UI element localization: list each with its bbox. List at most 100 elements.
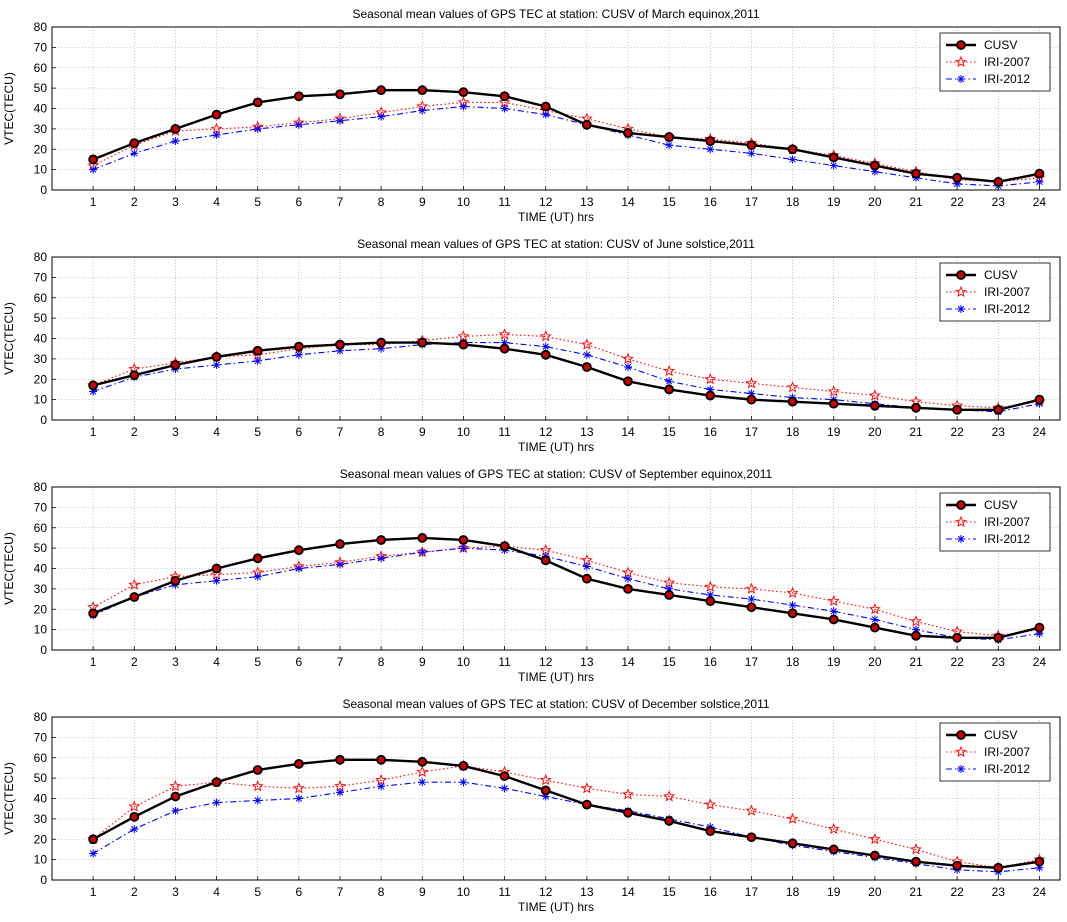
legend: CUSV IRI-2007 IRI-2012 bbox=[939, 32, 1051, 92]
data-point-cusv bbox=[869, 160, 880, 171]
x-tick-label: 18 bbox=[786, 885, 800, 899]
data-point-cusv bbox=[252, 553, 263, 564]
series-line-cusv bbox=[92, 536, 1040, 639]
y-axis-label: VTEC(TECU) bbox=[2, 532, 16, 605]
data-point-iri-2012 bbox=[706, 590, 715, 599]
x-tick-label: 22 bbox=[950, 195, 964, 209]
x-tick-label: 16 bbox=[704, 655, 718, 669]
x-tick-label: 8 bbox=[378, 425, 385, 439]
y-tick-label: 80 bbox=[34, 20, 48, 34]
x-tick-label: 7 bbox=[337, 655, 344, 669]
data-point-iri-2012 bbox=[212, 360, 221, 369]
y-tick-label: 0 bbox=[40, 643, 47, 657]
x-tick-label: 18 bbox=[786, 655, 800, 669]
data-point-iri-2012 bbox=[541, 110, 550, 119]
x-tick-label: 14 bbox=[621, 655, 635, 669]
legend-marker-iri-2007 bbox=[955, 55, 967, 68]
x-tick-label: 10 bbox=[457, 195, 471, 209]
y-axis-label: VTEC(TECU) bbox=[2, 72, 16, 145]
data-point-iri-2012 bbox=[294, 564, 303, 573]
data-point-iri-2007 bbox=[704, 798, 717, 810]
data-point-iri-2012 bbox=[377, 112, 386, 121]
data-point-cusv bbox=[911, 402, 921, 413]
data-point-cusv bbox=[993, 176, 1004, 187]
data-point-cusv bbox=[952, 172, 963, 183]
data-point-cusv bbox=[581, 799, 592, 810]
data-point-iri-2012 bbox=[89, 165, 98, 174]
data-point-iri-2007 bbox=[622, 352, 634, 364]
x-tick-label: 1 bbox=[90, 195, 97, 209]
data-point-iri-2012 bbox=[294, 120, 303, 129]
x-tick-label: 12 bbox=[539, 195, 553, 209]
data-point-cusv bbox=[88, 834, 99, 845]
data-point-cusv bbox=[993, 404, 1004, 415]
data-point-cusv bbox=[746, 394, 757, 405]
x-tick-label: 5 bbox=[254, 425, 261, 439]
legend-marker-cusv bbox=[956, 270, 966, 280]
x-tick-label: 16 bbox=[704, 195, 718, 209]
data-point-cusv bbox=[293, 91, 304, 102]
data-point-iri-2012 bbox=[253, 124, 262, 133]
data-point-cusv bbox=[540, 785, 551, 796]
y-tick-label: 10 bbox=[34, 853, 48, 867]
x-tick-label: 2 bbox=[131, 195, 138, 209]
data-point-iri-2007 bbox=[169, 780, 182, 792]
data-point-cusv bbox=[581, 573, 592, 584]
data-point-iri-2012 bbox=[870, 615, 879, 624]
data-point-iri-2007 bbox=[539, 330, 552, 342]
series-line-cusv bbox=[92, 88, 1040, 184]
legend-label-cusv: CUSV bbox=[984, 268, 1017, 282]
data-point-cusv bbox=[170, 575, 181, 586]
y-tick-label: 80 bbox=[34, 710, 48, 724]
x-tick-label: 10 bbox=[457, 425, 471, 439]
data-point-cusv bbox=[664, 816, 675, 826]
x-tick-label: 1 bbox=[90, 425, 97, 439]
x-tick-label: 21 bbox=[909, 425, 923, 439]
chart-title: Seasonal mean values of GPS TEC at stati… bbox=[342, 697, 769, 711]
data-point-iri-2012 bbox=[541, 792, 550, 801]
y-tick-label: 40 bbox=[34, 792, 48, 806]
x-tick-label: 5 bbox=[254, 885, 261, 899]
data-point-iri-2012 bbox=[336, 116, 344, 125]
data-point-iri-2007 bbox=[416, 765, 429, 778]
x-tick-label: 2 bbox=[131, 425, 138, 439]
data-point-cusv bbox=[458, 87, 469, 98]
data-point-cusv bbox=[623, 376, 633, 387]
data-point-cusv bbox=[293, 341, 304, 352]
data-point-iri-2012 bbox=[294, 794, 303, 803]
x-tick-label: 13 bbox=[580, 885, 594, 899]
data-point-iri-2012 bbox=[500, 338, 509, 347]
legend-label-iri-2012: IRI-2012 bbox=[984, 762, 1030, 776]
data-point-cusv bbox=[499, 541, 510, 551]
x-tick-label: 9 bbox=[419, 885, 426, 899]
legend-marker-iri-2007 bbox=[955, 285, 967, 298]
data-point-cusv bbox=[828, 844, 839, 855]
y-tick-label: 20 bbox=[34, 602, 48, 616]
data-point-cusv bbox=[170, 123, 181, 134]
y-tick-label: 30 bbox=[34, 812, 48, 826]
y-tick-label: 30 bbox=[34, 582, 48, 596]
x-tick-label: 6 bbox=[296, 655, 303, 669]
y-tick-label: 0 bbox=[40, 413, 47, 427]
data-point-iri-2012 bbox=[624, 574, 632, 583]
data-point-cusv bbox=[540, 101, 551, 112]
data-point-cusv bbox=[993, 862, 1004, 873]
data-point-cusv bbox=[129, 138, 140, 149]
legend-marker-iri-2012 bbox=[957, 75, 965, 83]
axes-box bbox=[51, 26, 1061, 191]
x-tick-label: 15 bbox=[662, 885, 676, 899]
x-tick-label: 15 bbox=[662, 425, 676, 439]
data-point-iri-2012 bbox=[706, 385, 715, 394]
x-tick-label: 20 bbox=[868, 655, 882, 669]
data-point-iri-2012 bbox=[953, 179, 962, 188]
data-point-iri-2012 bbox=[747, 595, 756, 604]
x-tick-label: 11 bbox=[498, 885, 511, 899]
data-point-iri-2012 bbox=[89, 387, 98, 396]
x-axis-label: TIME (UT) hrs bbox=[518, 210, 594, 224]
data-point-iri-2007 bbox=[622, 788, 634, 800]
legend-marker-cusv bbox=[956, 500, 966, 510]
data-point-iri-2012 bbox=[336, 560, 344, 569]
x-tick-label: 3 bbox=[172, 195, 179, 209]
x-tick-label: 7 bbox=[337, 195, 344, 209]
axes-box bbox=[51, 716, 1061, 881]
